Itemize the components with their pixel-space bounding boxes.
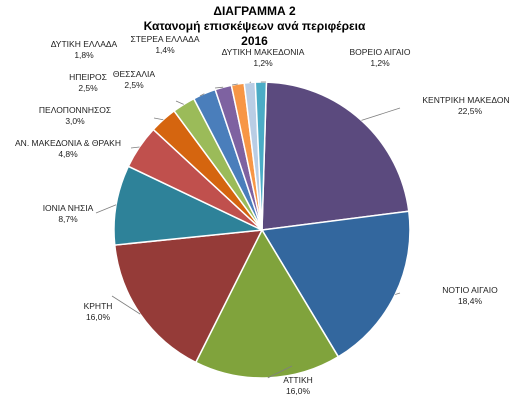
leader-line-3 [267, 365, 293, 379]
slice-label-1: ΚΕΝΤΡΙΚΗ ΜΑΚΕΔΟΝΙΑ 22,5% [422, 95, 509, 116]
chart-year: 2016 [241, 34, 268, 48]
slice-label-10: ΔΥΤΙΚΗ ΕΛΛΑΔΑ 1,8% [51, 39, 118, 60]
leader-line-1 [361, 107, 401, 121]
leader-line-6 [130, 146, 140, 149]
slice-label-5: ΙΟΝΙΑ ΝΗΣΙΑ 8,7% [43, 203, 94, 224]
leader-line-8 [175, 100, 184, 105]
slice-label-12: ΔΥΤΙΚΗ ΜΑΚΕΔΟΝΙΑ 1,2% [222, 47, 305, 68]
leader-line-12 [249, 81, 252, 83]
leader-line-11 [231, 83, 238, 86]
slice-label-6: ΑΝ. ΜΑΚΕΔΟΝΙΑ & ΘΡΑΚΗ 4,8% [15, 138, 121, 159]
chart-subtitle: Κατανομή επισκέψεων ανά περιφέρεια [143, 19, 366, 33]
leader-line-7 [153, 117, 164, 121]
leader-line-5 [95, 204, 117, 214]
leader-line-10 [214, 86, 224, 89]
slice-label-8: ΗΠΕΙΡΟΣ 2,5% [69, 72, 107, 93]
slice-label-9: ΘΕΣΣΑΛΙΑ 2,5% [113, 69, 155, 90]
slice-label-11: ΣΤΕΡΕΑ ΕΛΛΑΔΑ 1,4% [130, 34, 199, 55]
pie-slice-1 [261, 81, 410, 231]
pie-slice-2 [260, 210, 411, 358]
slice-label-13: ΒΟΡΕΙΟ ΑΙΓΑΙΟ 1,2% [349, 47, 410, 68]
slice-label-3: ΑΤΤΙΚΗ 16,0% [283, 375, 313, 396]
slice-label-4: ΚΡΗΤΗ 16,0% [84, 301, 113, 322]
slice-label-7: ΠΕΛΟΠΟΝΝΗΣΟΣ 3,0% [39, 105, 111, 126]
pie-slice-13 [254, 81, 268, 231]
slice-label-2: ΝΟΤΙΟ ΑΙΓΑΙΟ 18,4% [442, 285, 498, 306]
leader-line-2 [395, 292, 401, 295]
chart-title: ΔΙΑΓΡΑΜΜΑ 2 [213, 4, 296, 18]
leader-line-4 [111, 295, 141, 315]
pie-slice-4 [113, 229, 264, 364]
leader-line-9 [199, 93, 205, 97]
